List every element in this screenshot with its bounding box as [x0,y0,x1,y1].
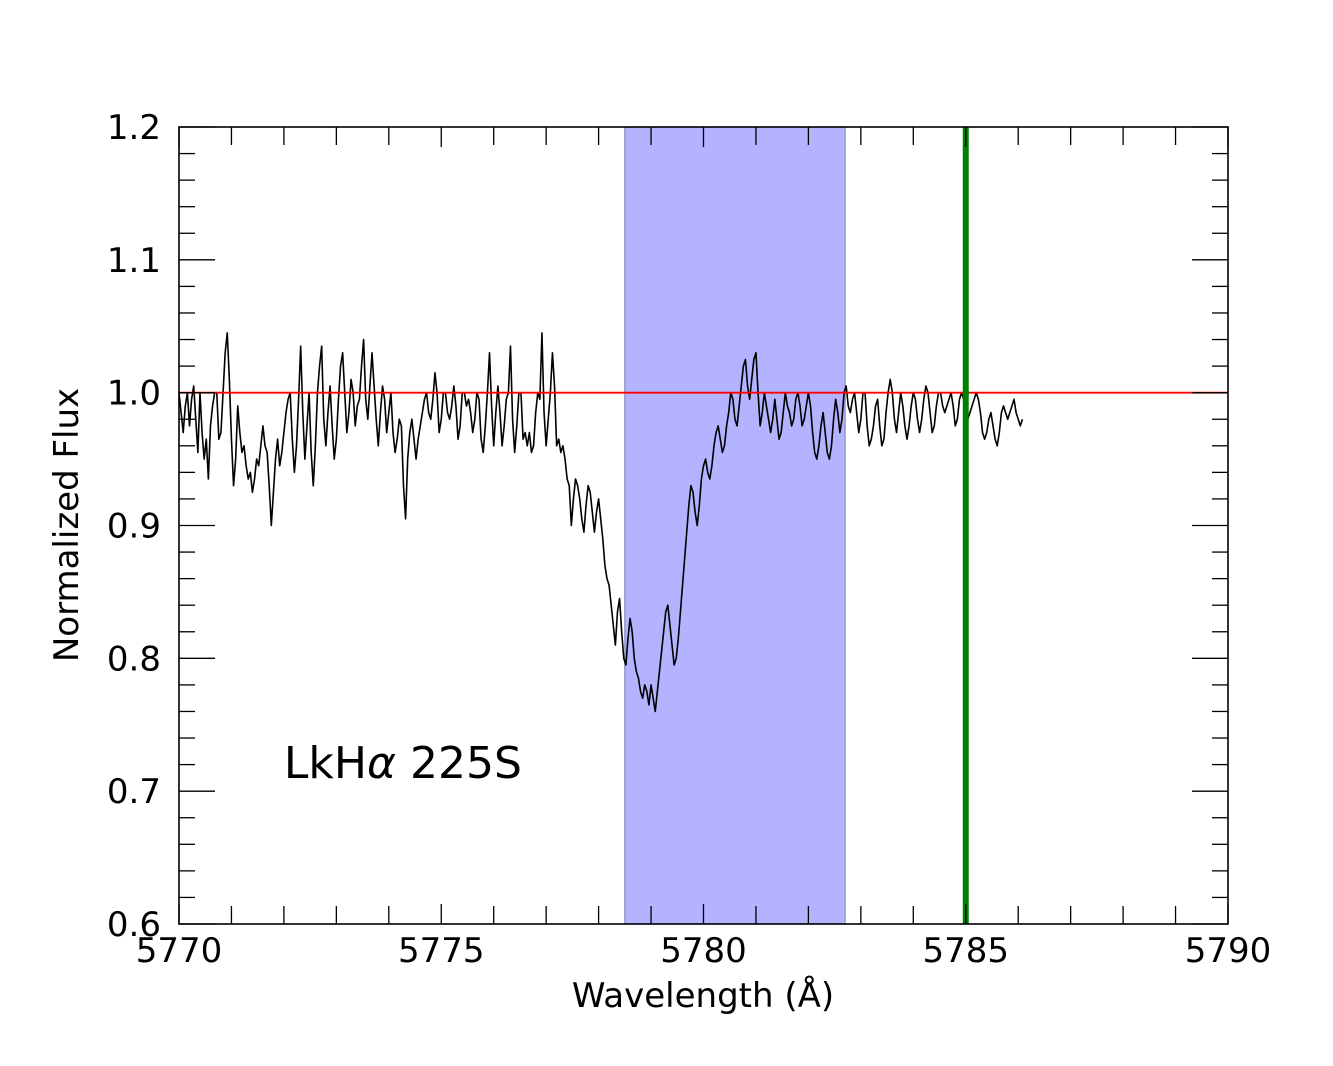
plot-area [178,126,1228,925]
x-tick-label: 5785 [922,931,1009,971]
y-tick-label: 1.1 [107,241,161,281]
star-label: LkHα 225S [284,738,522,789]
y-tick-label: 0.8 [107,639,161,679]
y-tick-label: 0.9 [107,507,161,547]
y-tick-label: 1.0 [107,374,161,414]
y-tick-label: 1.2 [107,108,161,148]
y-tick-label: 0.7 [107,772,161,812]
x-tick-label: 5780 [660,931,747,971]
x-axis-label: Wavelength (Å) [572,975,834,1016]
star-label-suffix: 225S [396,738,522,789]
star-label-prefix: LkH [284,738,367,789]
x-tick-label: 5790 [1185,931,1272,971]
x-tick-label: 5770 [136,931,223,971]
x-tick-label: 5775 [398,931,485,971]
star-label-greek: α [367,738,396,789]
y-axis-label: Normalized Flux [47,388,87,662]
axes: 5770 5775 5780 5785 5790 0.6 0.7 0.8 0.9 1.0 1.1 1.… [107,108,1271,971]
y-tick-label: 0.6 [107,905,161,945]
shaded-band [624,126,846,925]
spectrum-line [178,332,1024,713]
